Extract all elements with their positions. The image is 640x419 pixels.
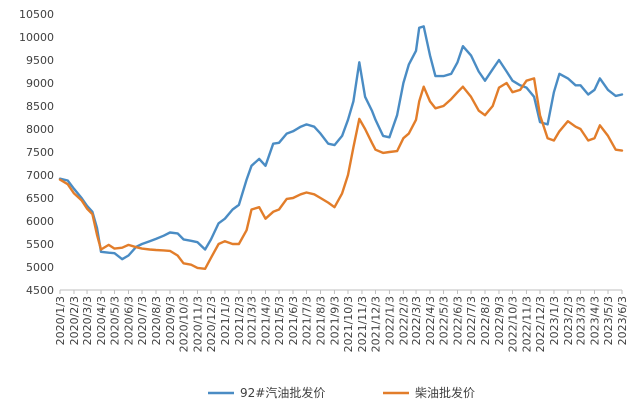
y-tick-label: 10000 xyxy=(19,31,54,44)
x-tick-label: 2021/2/3 xyxy=(233,296,246,345)
x-tick-label: 2020/10/3 xyxy=(177,296,190,352)
x-tick-label: 2020/7/3 xyxy=(136,296,149,345)
x-tick-label: 2020/12/3 xyxy=(205,296,218,352)
x-tick-label: 2021/12/3 xyxy=(369,296,382,352)
x-tick-label: 2020/2/3 xyxy=(68,296,81,345)
legend-label-2: 柴油批发价 xyxy=(415,385,475,400)
x-tick-label: 2023/6/3 xyxy=(616,296,629,345)
x-tick-label: 2022/5/3 xyxy=(438,296,451,345)
y-axis: 4500 5000 5500 6000 6500 7000 7500 8000 8500 9000… xyxy=(19,8,54,297)
x-tick-label: 2023/5/3 xyxy=(602,296,615,345)
y-tick-label: 4500 xyxy=(26,284,54,297)
y-tick-label: 6500 xyxy=(26,192,54,205)
x-tick-label: 2022/2/3 xyxy=(397,296,410,345)
y-tick-label: 10500 xyxy=(19,8,54,21)
y-tick-label: 8000 xyxy=(26,123,54,136)
x-tick-label: 2022/12/3 xyxy=(534,296,547,352)
x-tick-label: 2021/11/3 xyxy=(356,296,369,352)
y-tick-label: 5000 xyxy=(26,261,54,274)
x-tick-label: 2022/6/3 xyxy=(452,296,465,345)
x-tick-label: 2022/7/3 xyxy=(465,296,478,345)
y-tick-label: 7500 xyxy=(26,146,54,159)
x-tick-label: 2021/10/3 xyxy=(342,296,355,352)
y-tick-label: 7000 xyxy=(26,169,54,182)
x-tick-label: 2020/5/3 xyxy=(109,296,122,345)
x-tick-label: 2022/4/3 xyxy=(424,296,437,345)
x-tick-label: 2021/7/3 xyxy=(301,296,314,345)
y-tick-label: 9500 xyxy=(26,54,54,67)
x-tick-label: 2021/4/3 xyxy=(260,296,273,345)
y-tick-label: 6000 xyxy=(26,215,54,228)
x-tick-label: 2022/3/3 xyxy=(410,296,423,345)
x-tick-label: 2023/2/3 xyxy=(562,296,575,345)
x-axis: 2020/1/3 2020/2/3 2020/3/3 2020/4/3 2020/5/3… xyxy=(54,289,629,352)
x-tick-label: 2023/1/3 xyxy=(548,296,561,345)
x-tick-label: 2020/1/3 xyxy=(54,296,67,345)
x-tick-label: 2020/11/3 xyxy=(191,296,204,352)
y-tick-label: 8500 xyxy=(26,100,54,113)
x-tick-label: 2020/9/3 xyxy=(164,296,177,345)
x-tick-label: 2022/8/3 xyxy=(479,296,492,345)
x-tick-label: 2023/4/3 xyxy=(589,296,602,345)
x-tick-label: 2020/6/3 xyxy=(123,296,136,345)
x-tick-label: 2021/8/3 xyxy=(314,296,327,345)
x-tick-label: 2021/1/3 xyxy=(219,296,232,345)
y-tick-label: 9000 xyxy=(26,77,54,90)
x-tick-label: 2021/6/3 xyxy=(287,296,300,345)
x-tick-label: 2022/1/3 xyxy=(383,296,396,345)
x-tick-label: 2022/11/3 xyxy=(520,296,533,352)
x-tick-label: 2021/9/3 xyxy=(328,296,341,345)
x-tick-label: 2021/3/3 xyxy=(246,296,259,345)
x-tick-label: 2020/3/3 xyxy=(81,296,94,345)
series-line-1 xyxy=(58,25,624,261)
x-tick-label: 2022/10/3 xyxy=(506,296,519,352)
y-tick-label: 5500 xyxy=(26,238,54,251)
x-tick-label: 2021/5/3 xyxy=(273,296,286,345)
x-tick-label: 2023/3/3 xyxy=(575,296,588,345)
legend: 92#汽油批发价 柴油批发价 xyxy=(208,385,475,400)
series-layer xyxy=(58,25,624,270)
legend-label-1: 92#汽油批发价 xyxy=(240,385,325,400)
series-line-2 xyxy=(58,77,624,270)
x-tick-label: 2020/4/3 xyxy=(95,296,108,345)
x-tick-label: 2022/9/3 xyxy=(493,296,506,345)
x-tick-label: 2020/8/3 xyxy=(150,296,163,345)
